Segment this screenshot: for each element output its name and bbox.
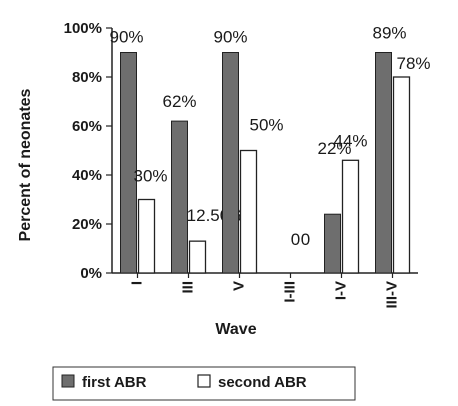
bar-first-abr — [324, 213, 341, 274]
bar-first-abr — [222, 52, 239, 274]
data-label-second-abr: 44% — [333, 131, 367, 150]
legend: first ABR second ABR — [52, 366, 356, 401]
x-tick-label: III — [180, 281, 197, 294]
data-label-second-abr: 0 — [301, 230, 310, 249]
data-label-first-abr: 89% — [372, 24, 406, 43]
x-tick-label: V — [231, 281, 248, 291]
bar-second-abr — [239, 149, 258, 274]
data-label-first-abr: 90% — [109, 28, 143, 47]
y-tick-label: 80% — [72, 69, 102, 86]
bar-second-abr — [392, 76, 411, 274]
y-tick-label: 0% — [80, 265, 102, 282]
bar-second-abr — [341, 159, 360, 274]
x-axis-title: Wave — [215, 321, 256, 338]
data-label-second-abr: 50% — [249, 116, 283, 135]
legend-swatch-second-abr — [197, 374, 211, 388]
data-label-first-abr: 62% — [162, 92, 196, 111]
legend-swatch-first-abr — [61, 374, 75, 388]
data-label-first-abr: 90% — [213, 28, 247, 47]
legend-label-second-abr: second ABR — [218, 374, 307, 391]
y-tick-label: 100% — [64, 20, 102, 37]
y-tick-label: 40% — [72, 167, 102, 184]
x-tick-label: I-V — [333, 281, 350, 300]
data-label-second-abr: 78% — [396, 54, 430, 73]
x-tick-label: I-III — [282, 281, 299, 303]
bar-first-abr — [120, 52, 137, 274]
bar-first-abr — [375, 52, 392, 274]
x-tick-label: I — [129, 281, 146, 285]
x-tick-label: III-V — [384, 281, 401, 309]
y-tick-label: 60% — [72, 118, 102, 135]
data-label-first-abr: 0 — [291, 230, 300, 249]
bar-second-abr — [137, 198, 156, 274]
data-label-second-abr: 30% — [133, 167, 167, 186]
bar-second-abr — [188, 240, 207, 274]
plot-area: 0%20%40%60%80%100% 90%30%I62%12.50%III90%… — [64, 20, 431, 309]
bar-first-abr — [171, 120, 188, 274]
legend-box — [52, 366, 356, 401]
data-label-first-abr: 22% — [317, 139, 351, 158]
y-axis-title: Percent of neonates — [17, 88, 34, 241]
y-tick-label: 20% — [72, 216, 102, 233]
legend-label-first-abr: first ABR — [82, 374, 147, 391]
